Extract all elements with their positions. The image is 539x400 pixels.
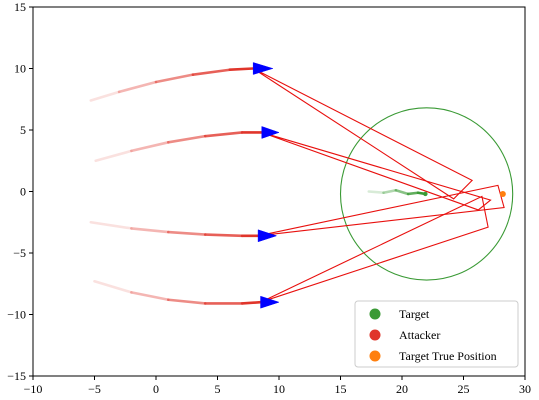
attacker-4-arrow <box>260 295 280 309</box>
y-tick-label: −10 <box>7 308 26 322</box>
attacker-1-trail-segment <box>191 68 232 76</box>
y-tick-label: 0 <box>20 185 26 199</box>
target-trail-segment <box>406 191 420 196</box>
legend-label-2: Attacker <box>399 328 440 342</box>
attacker-4-trail-segment <box>93 279 133 294</box>
attacker-2-arrow <box>261 126 280 139</box>
attack-path-3 <box>257 184 505 237</box>
attacker-2-trail-segment <box>167 134 207 144</box>
x-tick-label: 10 <box>273 382 285 396</box>
attack-path-4 <box>260 195 489 303</box>
attack-path-2 <box>261 131 492 211</box>
target-marker <box>423 191 428 197</box>
x-tick-label: 30 <box>519 382 531 396</box>
attacker-3-trail-segment <box>203 233 244 238</box>
target-trail-segment <box>382 188 398 195</box>
attacker-3-trail-segment <box>130 227 170 234</box>
y-tick-label: 5 <box>20 123 26 137</box>
attacker-1-arrow <box>252 62 274 75</box>
target-trail-segment <box>394 188 410 196</box>
legend-box <box>354 300 519 368</box>
x-tick-label: −10 <box>24 382 43 396</box>
attacker-3-trail-segment <box>89 220 133 230</box>
x-tick-label: −5 <box>88 382 101 396</box>
attacker-2-trail-segment <box>130 141 170 153</box>
legend-marker-3 <box>369 350 381 362</box>
attacker-1-trail-segment <box>154 73 195 84</box>
attacker-1-trail-segment <box>89 90 121 102</box>
y-tick-label: −15 <box>7 369 26 383</box>
attacker-3-arrow <box>257 229 278 243</box>
detection-circle <box>339 107 514 281</box>
legend-marker-1 <box>369 308 381 320</box>
x-tick-label: 20 <box>396 382 408 396</box>
legend-label-3: Target True Position <box>399 349 497 363</box>
y-tick-label: −5 <box>13 246 26 260</box>
x-tick-label: 5 <box>215 382 221 396</box>
x-tick-label: 25 <box>458 382 470 396</box>
attacker-2-trail-segment <box>203 131 244 138</box>
legend-label-1: Target <box>399 307 430 321</box>
legend-marker-2 <box>369 329 381 341</box>
y-tick-label: 15 <box>14 0 26 14</box>
x-tick-label: 15 <box>335 382 347 396</box>
attacker-1-trail-segment <box>228 67 255 72</box>
plot-area <box>89 62 514 309</box>
attacker-4-trail-segment <box>167 298 207 305</box>
x-tick-label: 0 <box>153 382 159 396</box>
attacker-3-trail-segment <box>167 230 207 236</box>
attacker-4-trail-segment <box>130 291 170 302</box>
target-trail-segment <box>367 190 385 195</box>
attacker-1-trail-segment <box>117 80 158 94</box>
attack-path-1 <box>252 68 474 200</box>
legend: Target Attacker Target True Position <box>354 300 519 368</box>
target-true-position-marker <box>499 190 506 197</box>
y-tick-label: 10 <box>14 62 26 76</box>
attacker-2-trail-segment <box>94 149 133 163</box>
attacker-4-trail-segment <box>240 300 262 305</box>
